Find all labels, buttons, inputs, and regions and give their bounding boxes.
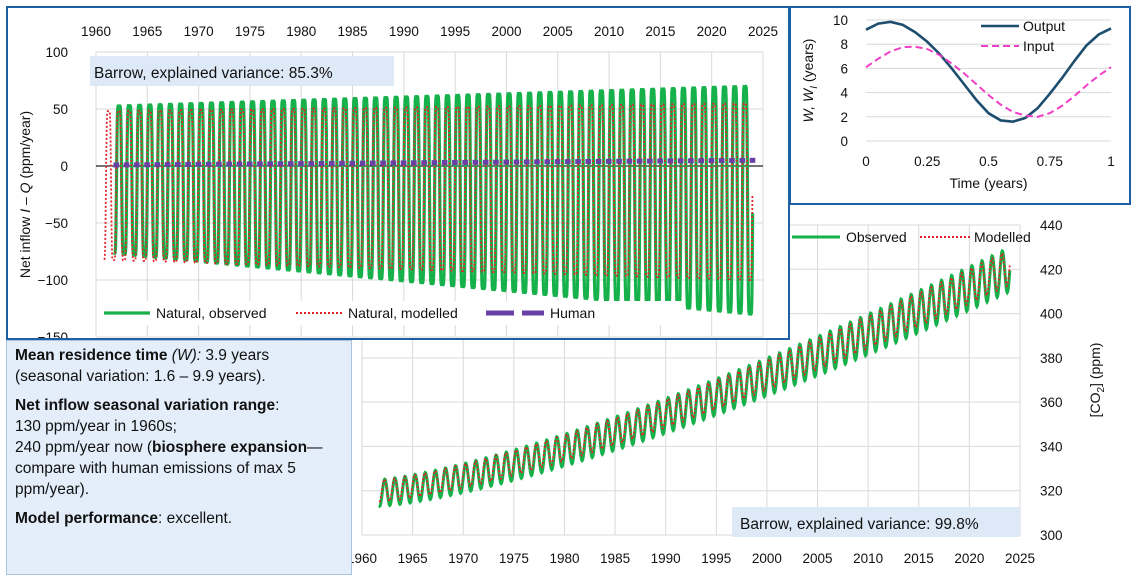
- netinflow-colon: :: [275, 397, 280, 414]
- netinflow-now-pre: 240 ppm/year now (: [15, 439, 152, 456]
- y-tick-label: 4: [840, 86, 848, 101]
- x-tick-label: 1995: [440, 24, 470, 39]
- x-tick-label: 1965: [398, 551, 428, 566]
- y-tick-label: 10: [833, 13, 848, 28]
- performance-value: : excellent.: [157, 510, 233, 527]
- y-tick-label: 0: [840, 134, 848, 149]
- x-tick-label: 1975: [499, 551, 529, 566]
- y-axis-label: W, WI (years): [800, 39, 820, 123]
- x-tick-label: 1980: [549, 551, 579, 566]
- x-tick-label: 1960: [81, 24, 111, 39]
- x-tick-label: 2010: [594, 24, 624, 39]
- x-tick-label: 2005: [543, 24, 573, 39]
- y-tick-label: −50: [45, 216, 68, 231]
- x-tick-label: 2020: [954, 551, 984, 566]
- residence-time-chart: 10 8 6 4 2 00 0.25 0.5 0.75 1 Time (years) W, WI (y…: [791, 8, 1129, 203]
- x-tick-label: 2015: [904, 551, 934, 566]
- annotation-text: Barrow, explained variance: 85.3%: [94, 65, 333, 82]
- x-tick-label: 1990: [651, 551, 681, 566]
- series-input: [865, 45, 1112, 118]
- legend-label-modelled: Natural, modelled: [348, 305, 458, 321]
- info-box: Mean residence time (W): 3.9 years (seas…: [6, 340, 352, 575]
- y-tick-label: 0: [60, 159, 68, 174]
- net-inflow-frame: [6, 6, 790, 340]
- y-axis-label: [CO2] (ppm): [1087, 343, 1107, 418]
- x-tick-label: 0.5: [979, 154, 998, 169]
- series-observed: [113, 84, 755, 316]
- x-tick-label: 2025: [748, 24, 778, 39]
- netinflow-paragraph: Net inflow seasonal variation range: 130…: [15, 395, 343, 500]
- legend-label-modelled: Modelled: [974, 229, 1031, 245]
- y-tick-label: 300: [1040, 528, 1063, 543]
- netinflow-label: Net inflow seasonal variation range: [15, 397, 276, 414]
- residence-paragraph: Mean residence time (W): 3.9 years (seas…: [15, 345, 343, 387]
- annotation-text: Barrow, explained variance: 99.8%: [740, 516, 979, 533]
- annotation-box: [732, 507, 1020, 537]
- x-tick-label: 2010: [853, 551, 883, 566]
- net-inflow-chart: 1960 1965 1970 1975 1980 1985 1990 1995 2000 2005…: [8, 8, 788, 338]
- x-tick-label: 0.75: [1037, 154, 1063, 169]
- y-tick-label: 320: [1040, 484, 1063, 499]
- legend-label-human: Human: [550, 305, 595, 321]
- x-tick-label: 1970: [448, 551, 478, 566]
- x-tick-label: 1995: [701, 551, 731, 566]
- y-tick-label: 360: [1040, 395, 1063, 410]
- y-tick-label: 8: [840, 37, 848, 52]
- y-tick-label: −150: [38, 330, 68, 338]
- residence-symbol: (W):: [171, 347, 202, 364]
- y-tick-label: 100: [45, 45, 68, 60]
- series-modelled: [103, 102, 754, 281]
- netinflow-now-bold: biosphere expansion: [152, 439, 308, 456]
- netinflow-now-post: —compare with human emissions of max 5 p…: [15, 439, 323, 498]
- x-tick-label: 2000: [752, 551, 782, 566]
- residence-time-frame: [789, 6, 1131, 205]
- y-tick-label: 420: [1040, 262, 1063, 277]
- y-tick-label: 340: [1040, 439, 1063, 454]
- y-tick-label: 380: [1040, 351, 1063, 366]
- x-axis-label: Time (years): [949, 175, 1027, 191]
- series-output: [865, 20, 1112, 123]
- y-tick-label: 440: [1040, 218, 1063, 233]
- legend-label-observed: Observed: [846, 229, 907, 245]
- netinflow-1960s: 130 ppm/year in 1960s;: [15, 418, 177, 435]
- residence-seasonal: (seasonal variation: 1.6 – 9.9 years).: [15, 368, 266, 385]
- series-observed: [377, 248, 1012, 509]
- performance-paragraph: Model performance: excellent.: [15, 508, 343, 529]
- x-tick-label: 1990: [389, 24, 419, 39]
- x-tick-label: 1: [1107, 154, 1115, 169]
- legend-bg: [98, 301, 683, 325]
- y-axis-label: Net inflow I – Q (ppm/year): [17, 111, 33, 278]
- x-tick-label: 2020: [697, 24, 727, 39]
- y-tick-label: 6: [840, 61, 848, 76]
- y-tick-label: 400: [1040, 307, 1063, 322]
- x-tick-label: 0: [862, 154, 870, 169]
- x-tick-label: 1975: [235, 24, 265, 39]
- x-tick-label: 1965: [132, 24, 162, 39]
- x-tick-label: 2005: [803, 551, 833, 566]
- x-tick-label: 1960: [347, 551, 377, 566]
- residence-label: Mean residence time: [15, 347, 168, 364]
- y-tick-label: 50: [53, 102, 68, 117]
- x-tick-label: 2000: [491, 24, 521, 39]
- y-tick-label: −100: [38, 273, 68, 288]
- x-tick-label: 2025: [1005, 551, 1035, 566]
- y-tick-label: 2: [840, 110, 848, 125]
- x-tick-label: 2015: [645, 24, 675, 39]
- legend-label-observed: Natural, observed: [156, 305, 267, 321]
- legend-label-output: Output: [1023, 18, 1065, 34]
- legend-label-input: Input: [1023, 38, 1054, 54]
- series-modelled: [378, 252, 1011, 503]
- x-tick-label: 1980: [286, 24, 316, 39]
- residence-value: 3.9 years: [201, 347, 270, 364]
- performance-label: Model performance: [15, 510, 158, 527]
- x-tick-label: 1970: [184, 24, 214, 39]
- x-tick-label: 1985: [338, 24, 368, 39]
- annotation-box: [90, 56, 394, 86]
- x-tick-label: 0.25: [914, 154, 940, 169]
- x-tick-label: 1985: [600, 551, 630, 566]
